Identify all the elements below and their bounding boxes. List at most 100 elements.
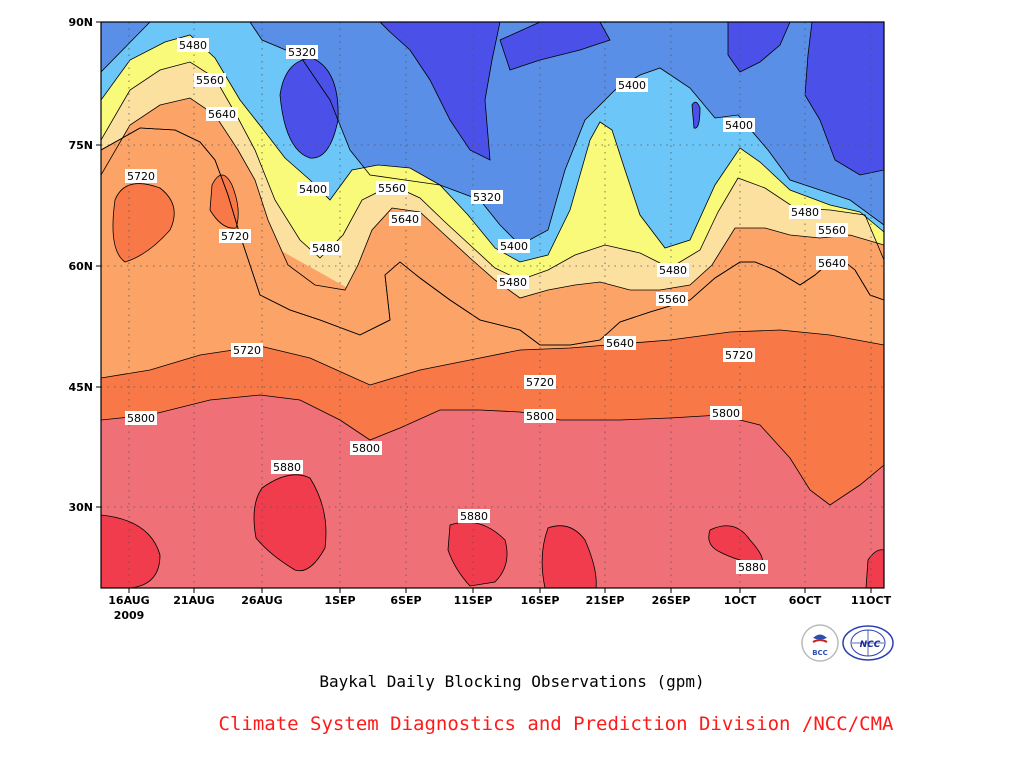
x-tick-label: 11OCT	[851, 594, 892, 607]
x-tick-label: 16SEP	[521, 594, 560, 607]
contour-label: 5640	[208, 108, 236, 121]
contour-label: 5720	[233, 344, 261, 357]
x-tick-label: 21SEP	[586, 594, 625, 607]
contour-cell	[542, 525, 597, 588]
x-tick-label: 6OCT	[789, 594, 822, 607]
contour-line	[253, 474, 327, 572]
contour-label-box	[125, 411, 157, 425]
contour-label: 5720	[221, 230, 249, 243]
plot-frame	[100, 21, 885, 589]
contour-label-box	[310, 241, 342, 255]
grid	[101, 22, 884, 588]
contour-label: 5400	[299, 183, 327, 196]
contour-line	[101, 22, 884, 246]
contour-cell	[866, 549, 884, 588]
contour-line	[447, 521, 508, 587]
contour-line	[112, 183, 175, 263]
contour-label: 5480	[791, 206, 819, 219]
bcc-logo-text: BCC	[812, 649, 828, 657]
contour-label-box	[231, 343, 263, 357]
bcc-logo-icon: BCC	[801, 624, 839, 662]
contour-label-box	[194, 73, 226, 87]
contour-label-box	[816, 256, 848, 270]
contour-label-box	[376, 181, 408, 195]
y-tick-label: 90N	[68, 16, 93, 29]
contour-label: 5480	[179, 39, 207, 52]
footer-credit: Climate System Diagnostics and Predictio…	[218, 713, 894, 735]
contour-label: 5640	[391, 213, 419, 226]
contour-label: 5400	[725, 119, 753, 132]
contour-label: 5720	[526, 376, 554, 389]
x-year-label: 2009	[114, 609, 145, 622]
contour-label: 5640	[606, 337, 634, 350]
contour-label: 5880	[738, 561, 766, 574]
contour-label-box	[206, 107, 238, 121]
contour-label: 5720	[127, 170, 155, 183]
contour-label: 5480	[659, 264, 687, 277]
contour-cell	[112, 183, 175, 262]
contour-label: 5320	[473, 191, 501, 204]
contour-cell	[380, 22, 500, 160]
contour-label-box	[497, 275, 529, 289]
contour-label: 5800	[352, 442, 380, 455]
contour-label: 5400	[618, 79, 646, 92]
contour-line	[379, 22, 501, 161]
x-tick-label: 16AUG	[108, 594, 149, 607]
contour-line	[804, 22, 884, 176]
contour-cell	[101, 515, 160, 588]
contour-label: 5720	[725, 349, 753, 362]
x-tick-label: 26SEP	[652, 594, 691, 607]
y-tick-label: 45N	[68, 381, 93, 394]
contour-label-box	[286, 45, 318, 59]
contour-label: 5800	[127, 412, 155, 425]
contour-line	[727, 22, 791, 73]
contour-label: 5480	[499, 276, 527, 289]
y-tick-label: 75N	[68, 139, 93, 152]
axis-ticks: 16AUG 21AUG 26AUG 1SEP 6SEP 11SEP 16SEP 21SEP 26…	[68, 16, 891, 622]
contour-label-box	[616, 78, 648, 92]
x-tick-label: 1OCT	[724, 594, 757, 607]
contour-label-box	[125, 169, 157, 183]
ncc-logo-icon: NCC	[842, 625, 894, 661]
x-tick-label: 21AUG	[173, 594, 214, 607]
contour-label: 5480	[312, 242, 340, 255]
contour-label-box	[524, 375, 556, 389]
contour-label: 5800	[526, 410, 554, 423]
contour-line	[101, 127, 884, 346]
contour-label: 5320	[288, 46, 316, 59]
contour-label-box	[736, 560, 768, 574]
contour-label-box	[350, 441, 382, 455]
contour-label: 5560	[196, 74, 224, 87]
contour-label-box	[789, 205, 821, 219]
contour-cell	[805, 22, 884, 175]
contour-label-box	[657, 263, 689, 277]
contour-label: 5560	[818, 224, 846, 237]
contour-cell	[692, 102, 700, 129]
contour-line	[541, 525, 597, 588]
chart-title: Baykal Daily Blocking Observations (gpm)	[319, 672, 705, 691]
contour-label: 5560	[378, 182, 406, 195]
contour-label-box	[297, 182, 329, 196]
contour-label-box	[656, 292, 688, 306]
contour-line	[101, 394, 884, 506]
contour-label: 5400	[500, 240, 528, 253]
contour-line	[691, 101, 701, 129]
contour-label-box	[816, 223, 848, 237]
contour-cell	[254, 474, 326, 571]
contour-cell	[728, 22, 790, 72]
contour-label-box	[471, 190, 503, 204]
contour-label-box	[723, 118, 755, 132]
contour-label-box	[389, 212, 421, 226]
x-tick-label: 26AUG	[241, 594, 282, 607]
contour-label: 5800	[712, 407, 740, 420]
contour-label-box	[723, 348, 755, 362]
contour-label-box	[271, 460, 303, 474]
contour-label: 5880	[460, 510, 488, 523]
contour-line	[101, 514, 161, 588]
contour-label-box	[458, 509, 490, 523]
contour-cell	[280, 58, 339, 159]
contour-label: 5560	[658, 293, 686, 306]
contour-label-box	[219, 229, 251, 243]
contour-fills	[101, 22, 884, 588]
